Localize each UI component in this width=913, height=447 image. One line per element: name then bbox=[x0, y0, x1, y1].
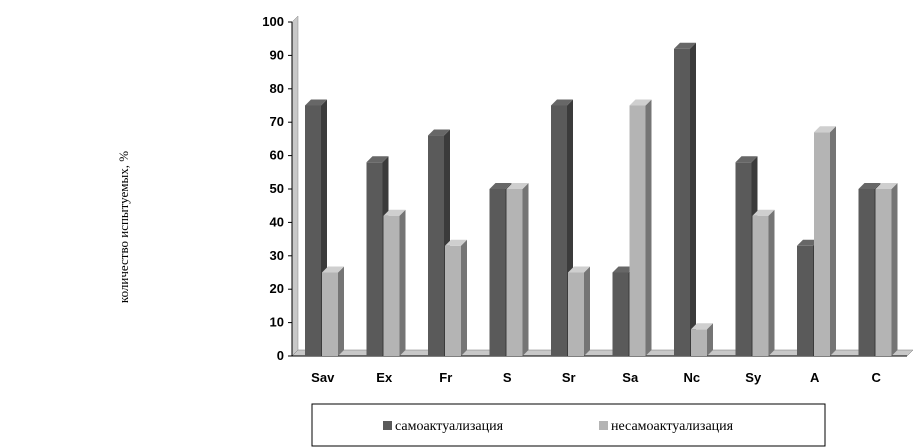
bar-front bbox=[797, 245, 813, 356]
bar-Ex-series-2 bbox=[383, 209, 406, 356]
y-axis-label: количество испытуемых, % bbox=[116, 151, 131, 303]
bars bbox=[305, 42, 898, 356]
bar-top bbox=[568, 266, 590, 273]
legend-swatch-series-2 bbox=[599, 421, 608, 430]
bar-Sa-series-2 bbox=[629, 99, 652, 356]
y-tick-label: 40 bbox=[270, 214, 284, 229]
bar-side bbox=[645, 99, 652, 356]
bar-side bbox=[584, 266, 590, 356]
bar-top bbox=[752, 209, 775, 216]
y-tick-label: 10 bbox=[270, 315, 284, 330]
bar-side bbox=[522, 183, 529, 356]
bar-Fr-series-2 bbox=[445, 239, 467, 356]
bar-top bbox=[612, 266, 635, 273]
bar-front bbox=[305, 105, 321, 356]
y-tick-label: 100 bbox=[262, 14, 284, 29]
x-tick-label: Sa bbox=[622, 370, 639, 385]
y-tick-label: 90 bbox=[270, 47, 284, 62]
bar-top bbox=[445, 239, 467, 246]
bar-Nc-series-2 bbox=[691, 323, 713, 356]
bar-Sav-series-2 bbox=[322, 266, 344, 356]
legend-swatch-series-1 bbox=[383, 421, 392, 430]
bar-side bbox=[461, 239, 467, 356]
bar-front bbox=[858, 189, 875, 356]
bar-A-series-2 bbox=[814, 126, 836, 356]
y-tick-label: 60 bbox=[270, 148, 284, 163]
y-tick-label: 80 bbox=[270, 81, 284, 96]
bar-Nc-series-1 bbox=[674, 42, 696, 356]
bar-front bbox=[322, 272, 338, 356]
bar-side bbox=[399, 209, 406, 356]
x-tick-label: Ex bbox=[376, 370, 393, 385]
bar-top bbox=[797, 239, 819, 246]
x-tick-label: S bbox=[503, 370, 512, 385]
bar-Sy-series-2 bbox=[752, 209, 775, 356]
x-tick-labels: Sav Ex Fr S Sr Sa Nc Sy A C bbox=[311, 370, 881, 385]
x-tick-label: C bbox=[872, 370, 882, 385]
bar-top bbox=[489, 183, 512, 189]
bar-front bbox=[752, 215, 769, 356]
bar-top bbox=[691, 323, 713, 330]
x-tick-label: A bbox=[810, 370, 820, 385]
bar-front bbox=[428, 135, 444, 356]
bar-top bbox=[383, 209, 406, 216]
bar-front bbox=[612, 272, 629, 356]
y-tick-label: 70 bbox=[270, 114, 284, 129]
y-tick-label: 20 bbox=[270, 281, 284, 296]
bar-front bbox=[875, 189, 892, 356]
bar-top bbox=[814, 126, 836, 133]
bar-top bbox=[506, 183, 529, 189]
bar-top bbox=[858, 183, 881, 189]
x-tick-label: Sr bbox=[562, 370, 576, 385]
bar-top bbox=[366, 156, 389, 163]
bar-side bbox=[891, 183, 898, 356]
bar-top bbox=[551, 99, 573, 106]
bar-front bbox=[691, 329, 707, 356]
bar-front bbox=[674, 48, 690, 356]
bar-front bbox=[568, 272, 584, 356]
bar-top bbox=[875, 183, 898, 189]
legend-box bbox=[311, 403, 826, 447]
y-tick-label: 30 bbox=[270, 248, 284, 263]
y-tick-label: 50 bbox=[270, 181, 284, 196]
bar-top bbox=[674, 42, 696, 49]
bar-top bbox=[428, 129, 450, 136]
x-tick-label: Fr bbox=[439, 370, 452, 385]
bar-front bbox=[445, 245, 461, 356]
bar-front bbox=[383, 215, 400, 356]
bar-front bbox=[366, 162, 383, 356]
y-tick-labels: 0 10 20 30 40 50 60 70 80 90 100 bbox=[262, 14, 292, 363]
x-tick-label: Sy bbox=[745, 370, 762, 385]
bar-front bbox=[629, 105, 646, 356]
bar-S-series-2 bbox=[506, 183, 529, 356]
bar-front bbox=[814, 132, 830, 356]
bar-front bbox=[551, 105, 567, 356]
legend-label-series-1: самоактуализация bbox=[395, 419, 504, 434]
bar-top bbox=[735, 156, 758, 163]
bar-Sr-series-2 bbox=[568, 266, 590, 356]
legend: самоактуализация несамоактуализация bbox=[311, 403, 826, 447]
x-tick-label: Sav bbox=[311, 370, 335, 385]
plot-back-wall-left bbox=[291, 15, 299, 357]
bar-front bbox=[489, 189, 506, 356]
bar-side bbox=[768, 209, 775, 356]
bar-C-series-2 bbox=[875, 183, 898, 356]
bar-front bbox=[506, 189, 523, 356]
x-tick-label: Nc bbox=[683, 370, 700, 385]
bar-front bbox=[735, 162, 752, 356]
bar-side bbox=[690, 42, 696, 356]
bar-side bbox=[830, 126, 836, 356]
bar-top bbox=[305, 99, 327, 106]
y-tick-label: 0 bbox=[277, 348, 284, 363]
bar-side bbox=[338, 266, 344, 356]
bar-top bbox=[322, 266, 344, 273]
bar-top bbox=[629, 99, 652, 106]
legend-label-series-2: несамоактуализация bbox=[611, 419, 734, 434]
bar-side bbox=[707, 323, 713, 356]
